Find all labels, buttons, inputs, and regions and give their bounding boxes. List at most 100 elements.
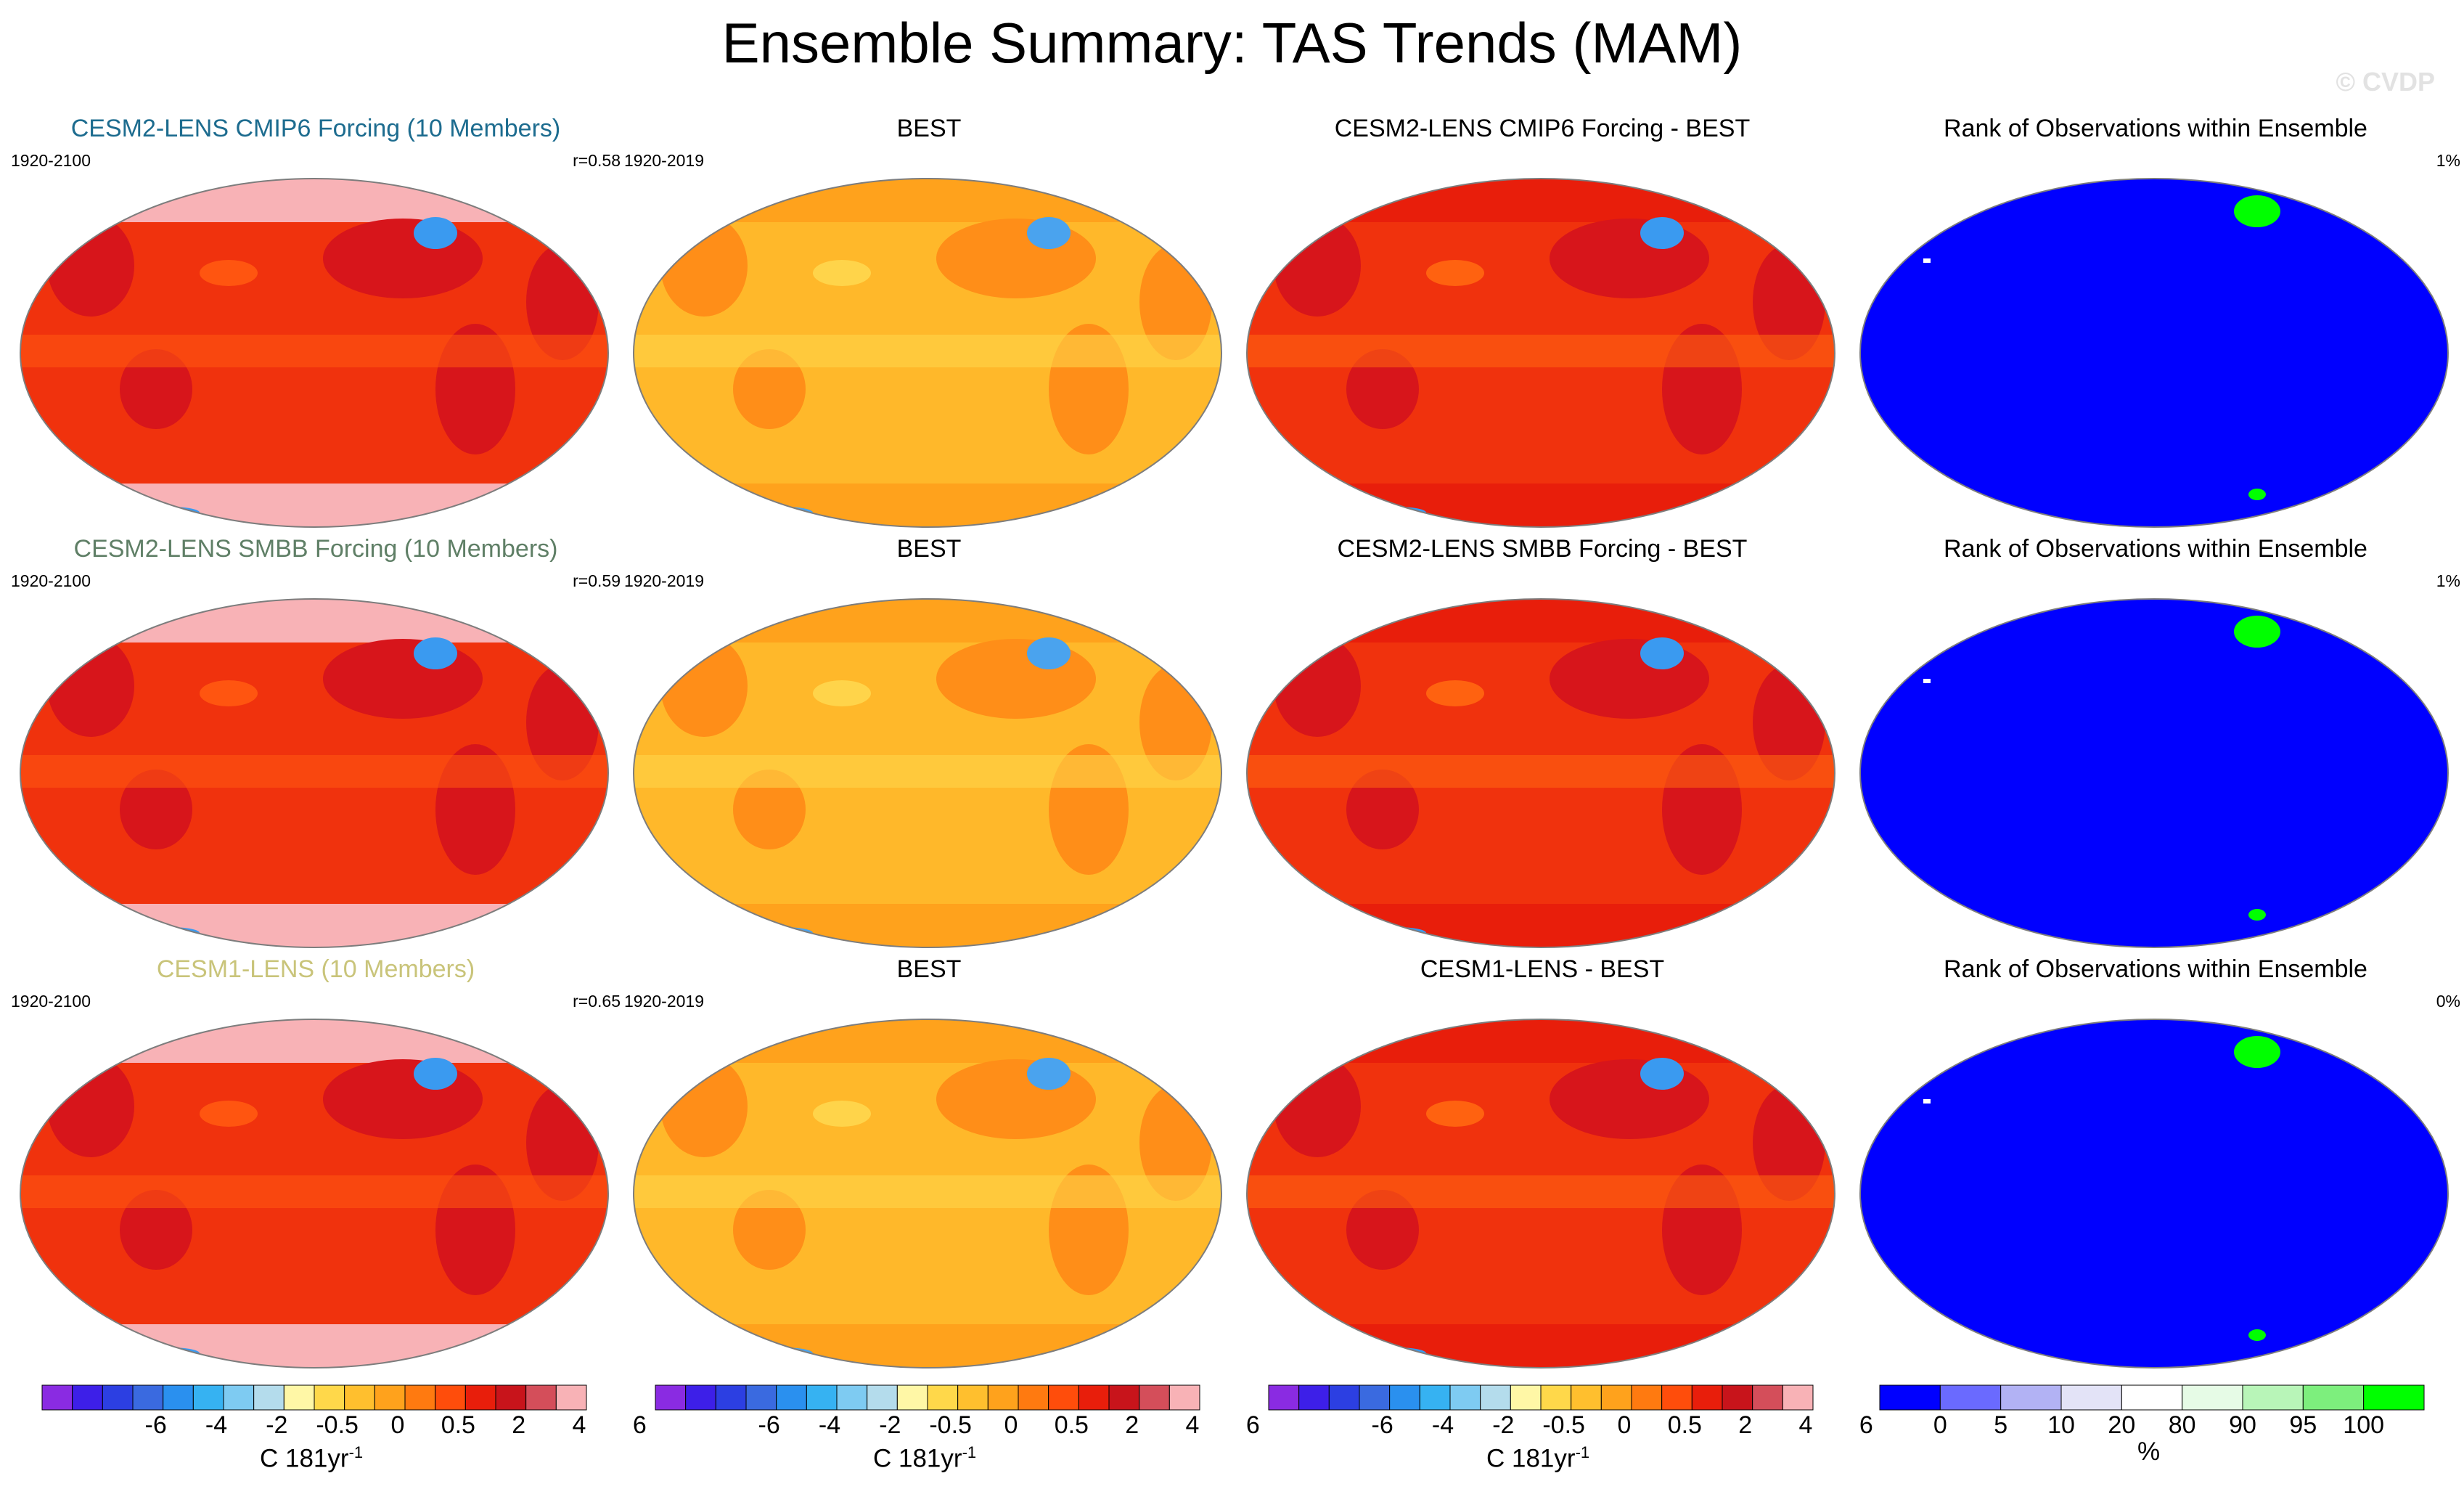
colorbar-swatch [253,1384,285,1411]
colorbar-swatch [806,1384,838,1411]
colorbar-tick-label: -6 [1372,1411,1393,1439]
ocean-field [1860,179,2448,527]
panel-title: CESM1-LENS - BEST [1420,955,1665,983]
figure-title: Ensemble Summary: TAS Trends (MAM) [721,11,1743,75]
colorbar-swatch [745,1384,777,1411]
colorbar-tick-label: 0 [1933,1411,1947,1439]
colorbar-tick-label: 2 [1125,1411,1139,1439]
continent-shape [936,1059,1096,1139]
cold-anomaly [755,507,813,518]
colorbar-swatch [1631,1384,1663,1411]
world-map [1859,598,2449,948]
high-rank-region [2248,1329,2266,1341]
cold-anomaly [481,1347,499,1359]
cold-anomaly [755,1347,813,1359]
tropical-band [1247,1175,1835,1208]
world-map [633,598,1222,948]
colorbar-tick-label: -0.5 [929,1411,972,1439]
colorbar-tick-label: 0 [1618,1411,1632,1439]
world-map [20,178,609,528]
colorbar-swatch [1600,1384,1632,1411]
colorbar-rank: 0 5 10 20 80 90 95 100 % [1879,1384,2425,1489]
high-rank-region [2248,909,2266,921]
panel-title: CESM2-LENS CMIP6 Forcing - BEST [1334,115,1751,142]
rank-percent-label: 0% [2436,992,2460,1011]
continent-shape [936,639,1096,719]
panel-obs-row3: BEST 1920-2019 [624,955,1234,1376]
colorbar-swatch [1328,1384,1360,1411]
colorbar-swatch [374,1384,406,1411]
period-label: 1920-2019 [624,992,704,1011]
colorbar-swatch [1782,1384,1814,1411]
panel-title: Rank of Observations within Ensemble [1944,955,2367,983]
colorbar-swatch [1078,1384,1110,1411]
colorbar-swatch [2242,1384,2304,1411]
antarctic-region [20,904,608,947]
continent-shape [1550,1059,1709,1139]
cold-anomaly [1708,927,1725,939]
colorbar-tick-label: 2 [512,1411,525,1439]
colorbar-unit: C 181yr-1 [260,1443,364,1473]
colorbar-swatch [1359,1384,1391,1411]
continent-shape [120,349,192,429]
cold-anomaly [1094,1347,1112,1359]
colorbar-tick-label: 90 [2229,1411,2256,1439]
continent-shape [936,219,1096,298]
colorbar-swatch [1939,1384,2002,1411]
panel-model-row1: CESM2-LENS CMIP6 Forcing (10 Members) 19… [11,115,621,536]
map-border [1246,1019,1835,1368]
antarctic-region [1247,1324,1835,1368]
colorbar-tick-label: -2 [1492,1411,1514,1439]
colorbar-tick-label: 0.5 [441,1411,475,1439]
correlation-label: r=0.58 [573,151,621,170]
map-border [1246,178,1835,528]
high-rank-region [2248,489,2266,500]
panel-title: BEST [896,535,962,563]
colorbar-swatch [1168,1384,1200,1411]
colorbar-swatch [2302,1384,2365,1411]
colorbar-tick-label: 20 [2108,1411,2135,1439]
colorbar-swatch [2182,1384,2243,1411]
panel-obs-row1: BEST 1920-2019 [624,115,1234,536]
tropical-band [634,1175,1221,1208]
panel-title: Rank of Observations within Ensemble [1944,535,2367,563]
colorbar-diff: -6 -4 -2 -0.5 0 0.5 2 4 6 C 181yr-1 [1268,1384,1873,1489]
mid-rank-region [1923,679,1931,683]
colorbar-tick-label: 10 [2047,1411,2075,1439]
colorbar-tick-label: 80 [2169,1411,2196,1439]
colorbar-swatch [163,1384,194,1411]
colorbar-swatch [1268,1384,1300,1411]
map-fill [634,1019,1221,1368]
colorbar-swatch [1661,1384,1693,1411]
world-map [633,178,1222,528]
colorbar-tick-label: 0.5 [1055,1411,1089,1439]
antarctic-region [20,484,608,527]
colorbar-swatch [435,1384,466,1411]
colorbar-swatch [1389,1384,1420,1411]
cold-anomaly [1708,1347,1725,1359]
tropical-band [634,755,1221,788]
panel-title: CESM1-LENS (10 Members) [156,955,475,983]
antarctic-region [634,484,1221,527]
colorbar-tick-label: 2 [1738,1411,1752,1439]
tropical-band [20,335,608,367]
cold-anomaly [1368,1347,1426,1359]
map-fill [1860,1019,2448,1368]
tropical-band [1247,755,1835,788]
map-border [1859,1019,2449,1368]
cold-anomaly [142,1347,200,1359]
cold-anomaly [1368,927,1426,939]
tropical-band [20,755,608,788]
colorbar-swatch [525,1384,557,1411]
period-label: 1920-2019 [624,571,704,590]
colorbar-swatch [1571,1384,1602,1411]
colorbar-swatch [1108,1384,1140,1411]
map-border [1246,598,1835,948]
colorbar-tick-label: 0 [1004,1411,1018,1439]
map-border [633,598,1222,948]
rank-percent-label: 1% [2436,571,2460,590]
ocean-anomaly [813,1101,871,1127]
map-fill [20,599,608,947]
ocean-anomaly [200,680,258,706]
colorbar-tick-label: -4 [205,1411,227,1439]
